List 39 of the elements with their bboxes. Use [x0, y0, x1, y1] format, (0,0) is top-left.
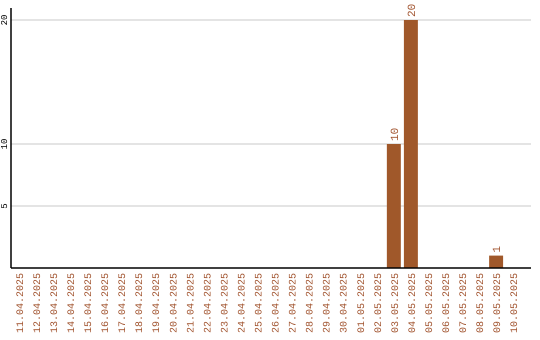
x-tick-label: 14.04.2025: [66, 273, 78, 334]
x-tick-label: 17.04.2025: [118, 273, 130, 334]
x-tick-label: 29.04.2025: [322, 273, 334, 334]
x-tick-label: 09.05.2025: [493, 273, 504, 334]
bar: [386, 144, 401, 268]
bar: [489, 256, 504, 268]
x-tick-label: 04.05.2025: [408, 273, 419, 334]
x-tick-label: 20.04.2025: [169, 273, 180, 334]
data-label: 10: [390, 128, 402, 141]
x-tick-label: 24.04.2025: [237, 273, 248, 334]
x-tick-label: 07.05.2025: [459, 273, 470, 334]
x-tick-label: 23.04.2025: [220, 273, 232, 334]
x-tick-label: 08.05.2025: [476, 273, 488, 334]
x-tick-label: 28.04.2025: [306, 273, 317, 334]
y-tick-label: 20: [0, 14, 10, 26]
x-tick-label: 03.05.2025: [390, 273, 402, 334]
x-tick-label: 06.05.2025: [442, 273, 453, 334]
x-tick-label: 22.04.2025: [203, 273, 214, 334]
x-tick-label: 01.05.2025: [356, 273, 368, 334]
x-tick-label: 19.04.2025: [152, 273, 164, 334]
x-tick-label: 12.04.2025: [32, 273, 44, 334]
x-tick-label: 25.04.2025: [254, 273, 266, 334]
x-tick-label: 13.04.2025: [50, 273, 61, 334]
x-tick-label: 18.04.2025: [135, 273, 146, 334]
x-tick-label: 11.04.2025: [16, 273, 27, 334]
bar: [404, 20, 418, 268]
x-tick-label: 30.04.2025: [340, 273, 351, 334]
x-tick-label: 02.05.2025: [374, 273, 385, 334]
data-label: 1: [492, 246, 504, 253]
y-tick-label: 5: [0, 203, 10, 209]
x-tick-label: 27.04.2025: [288, 273, 300, 334]
data-label: 20: [406, 4, 419, 17]
y-tick-label: 10: [0, 138, 10, 150]
x-tick-label: 15.04.2025: [84, 273, 96, 334]
x-tick-label: 26.04.2025: [272, 273, 283, 334]
x-tick-label: 21.04.2025: [186, 273, 198, 334]
x-tick-label: 05.05.2025: [424, 273, 436, 334]
x-tick-label: 16.04.2025: [101, 273, 112, 334]
x-tick-label: 10.05.2025: [510, 273, 522, 334]
